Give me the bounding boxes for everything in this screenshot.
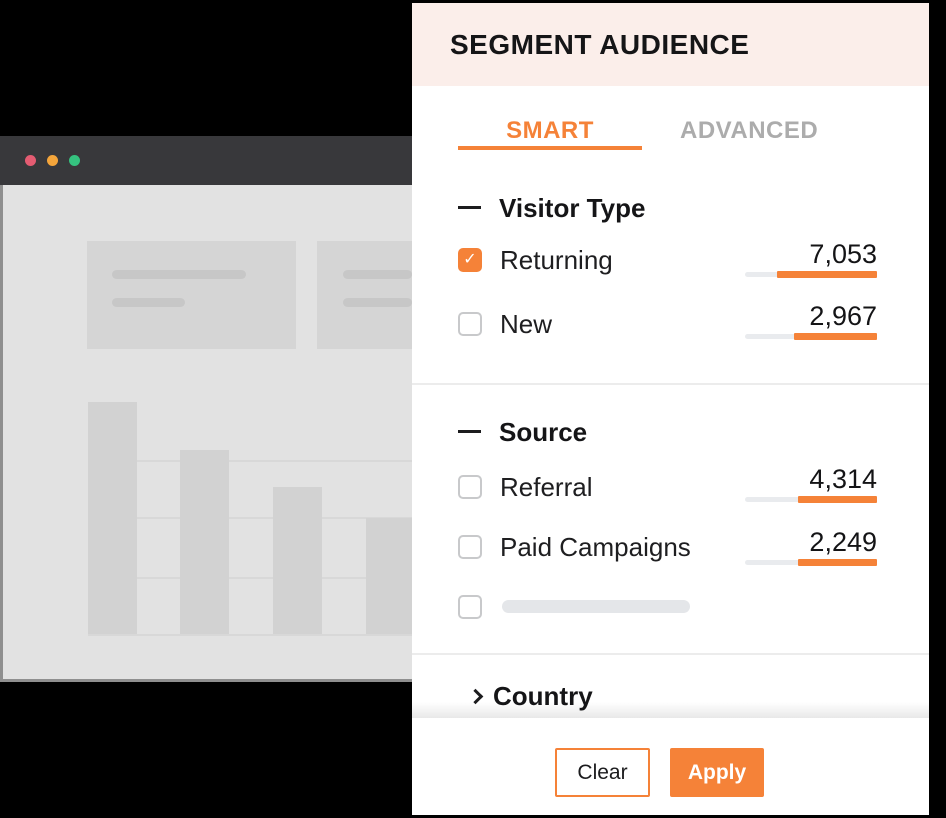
panel-header: SEGMENT AUDIENCE <box>412 3 929 86</box>
new-label: New <box>500 309 553 339</box>
placeholder-text-line <box>112 298 185 307</box>
new-bar-fill <box>793 333 877 340</box>
paid-campaigns-bar-fill <box>797 559 877 566</box>
referral-metric: 4,314 <box>745 464 877 503</box>
section-divider <box>412 653 929 655</box>
skeleton-label-placeholder <box>502 600 690 613</box>
chart-gridline <box>88 460 412 462</box>
returning-value: 7,053 <box>809 239 877 269</box>
section-divider <box>412 383 929 385</box>
referral-bar-track <box>745 496 877 503</box>
placeholder-card <box>87 241 296 349</box>
clear-button[interactable]: Clear <box>555 748 650 797</box>
returning-checkbox[interactable]: ✓ <box>458 248 482 272</box>
section-title-country: Country <box>493 681 593 711</box>
chart-bar <box>273 487 322 634</box>
close-window-button[interactable] <box>25 155 36 166</box>
apply-button[interactable]: Apply <box>670 748 764 797</box>
new-metric: 2,967 <box>745 301 877 340</box>
chart-baseline <box>88 634 412 636</box>
tab-smart[interactable]: SMART <box>458 113 642 150</box>
placeholder-card <box>317 241 412 349</box>
returning-bar-fill <box>776 271 877 278</box>
checkmark-icon: ✓ <box>463 251 477 268</box>
collapse-minus-icon[interactable] <box>458 430 481 433</box>
chart-gridline <box>88 517 412 519</box>
chart-bar <box>366 518 412 634</box>
paid-campaigns-bar-track <box>745 559 877 566</box>
section-title-visitor-type: Visitor Type <box>499 193 646 223</box>
referral-label: Referral <box>500 472 593 502</box>
returning-bar-track <box>745 271 877 278</box>
returning-metric: 7,053 <box>745 239 877 278</box>
skeleton-checkbox[interactable]: ✓ <box>458 595 482 619</box>
paid-campaigns-checkbox[interactable]: ✓ <box>458 535 482 559</box>
minimize-window-button[interactable] <box>47 155 58 166</box>
placeholder-text-line <box>343 298 412 307</box>
referral-bar-fill <box>797 496 877 503</box>
new-checkbox[interactable]: ✓ <box>458 312 482 336</box>
paid-campaigns-label: Paid Campaigns <box>500 532 691 562</box>
window-titlebar <box>0 136 412 185</box>
section-title-source: Source <box>499 417 588 447</box>
new-value: 2,967 <box>809 301 877 331</box>
panel-title: SEGMENT AUDIENCE <box>450 29 750 60</box>
window-border <box>0 185 3 682</box>
zoom-window-button[interactable] <box>69 155 80 166</box>
placeholder-text-line <box>112 270 246 279</box>
tab-advanced[interactable]: ADVANCED <box>680 117 819 144</box>
window-border <box>0 679 412 682</box>
referral-checkbox[interactable]: ✓ <box>458 475 482 499</box>
window-content <box>0 185 412 682</box>
returning-label: Returning <box>500 245 613 275</box>
paid-campaigns-metric: 2,249 <box>745 527 877 566</box>
panel-footer: Clear Apply <box>412 702 929 815</box>
new-bar-track <box>745 333 877 340</box>
placeholder-text-line <box>343 270 412 279</box>
chart-gridline <box>88 577 412 579</box>
chart-bar <box>88 402 137 634</box>
chart-bar <box>180 450 229 634</box>
browser-window <box>0 136 412 682</box>
segment-audience-panel: SEGMENT AUDIENCE SMART ADVANCED Visitor … <box>412 3 929 815</box>
collapse-minus-icon[interactable] <box>458 206 481 209</box>
referral-value: 4,314 <box>809 464 877 494</box>
paid-campaigns-value: 2,249 <box>809 527 877 557</box>
